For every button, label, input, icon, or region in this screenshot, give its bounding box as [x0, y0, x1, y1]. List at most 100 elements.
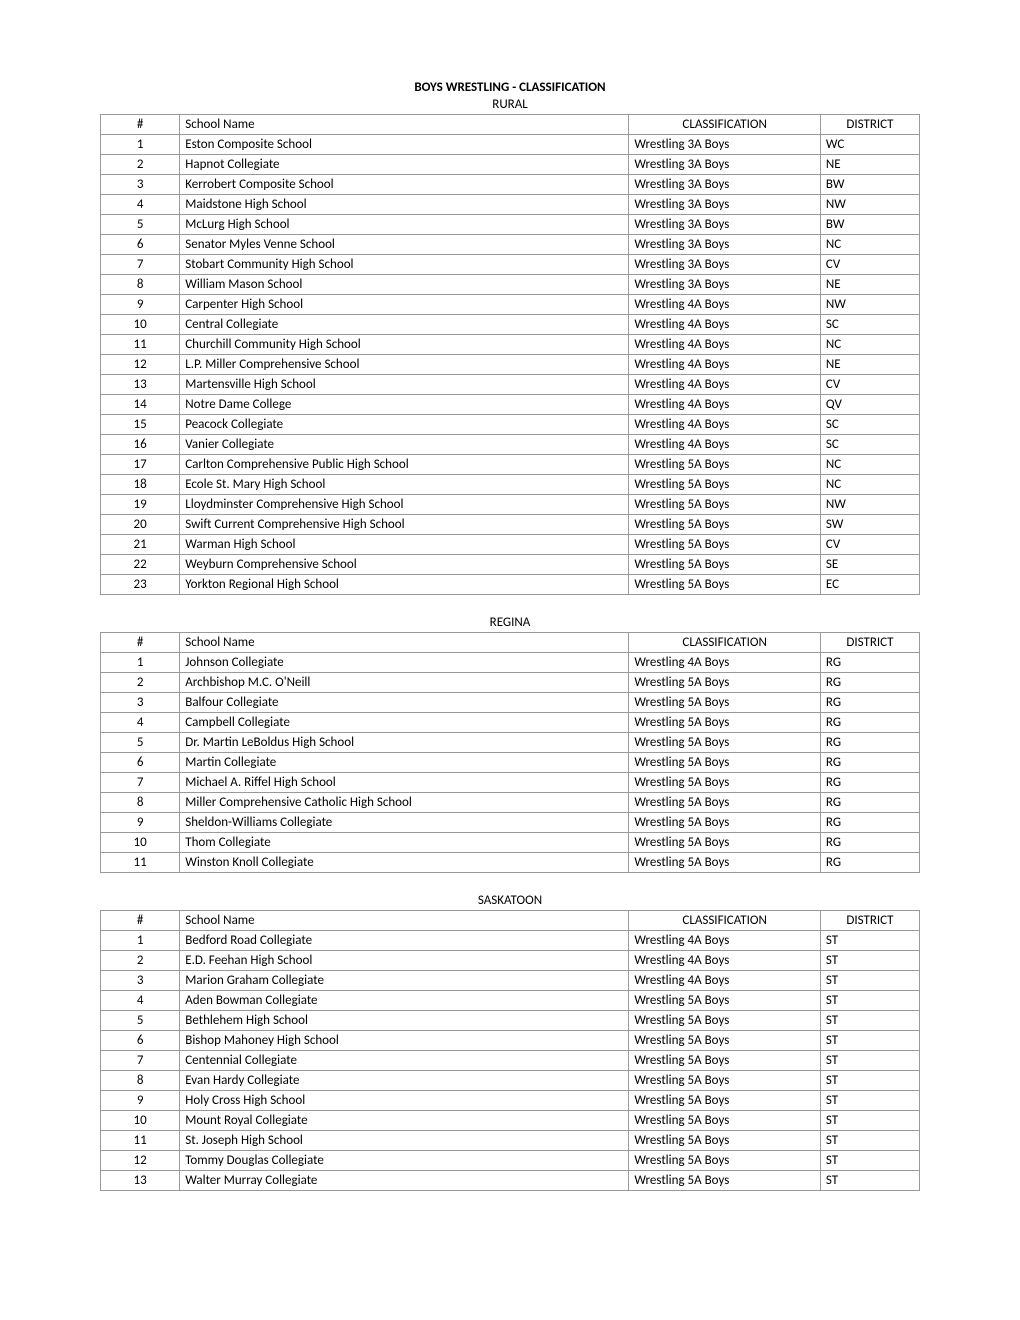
table-row: 10Mount Royal CollegiateWrestling 5A Boy… [101, 1111, 920, 1131]
cell-school: Vanier Collegiate [180, 435, 629, 455]
table-row: 16Vanier CollegiateWrestling 4A BoysSC [101, 435, 920, 455]
section-block: SASKATOON#School NameCLASSIFICATIONDISTR… [100, 893, 920, 1191]
cell-school: Johnson Collegiate [180, 653, 629, 673]
cell-district: ST [820, 1091, 919, 1111]
cell-classification: Wrestling 5A Boys [629, 673, 821, 693]
cell-classification: Wrestling 5A Boys [629, 833, 821, 853]
classification-table: #School NameCLASSIFICATIONDISTRICT1Eston… [100, 114, 920, 595]
cell-num: 1 [101, 653, 180, 673]
cell-num: 14 [101, 395, 180, 415]
table-row: 15Peacock CollegiateWrestling 4A BoysSC [101, 415, 920, 435]
cell-district: RG [820, 833, 919, 853]
table-row: 10Thom CollegiateWrestling 5A BoysRG [101, 833, 920, 853]
table-row: 8Evan Hardy CollegiateWrestling 5A BoysS… [101, 1071, 920, 1091]
cell-num: 7 [101, 255, 180, 275]
cell-district: CV [820, 535, 919, 555]
cell-classification: Wrestling 3A Boys [629, 215, 821, 235]
cell-district: NE [820, 355, 919, 375]
cell-num: 4 [101, 991, 180, 1011]
cell-classification: Wrestling 5A Boys [629, 455, 821, 475]
table-row: 19Lloydminster Comprehensive High School… [101, 495, 920, 515]
cell-classification: Wrestling 5A Boys [629, 1111, 821, 1131]
cell-district: CV [820, 375, 919, 395]
cell-num: 21 [101, 535, 180, 555]
cell-num: 11 [101, 1131, 180, 1151]
classification-table: #School NameCLASSIFICATIONDISTRICT1Johns… [100, 632, 920, 873]
cell-classification: Wrestling 5A Boys [629, 793, 821, 813]
cell-district: NW [820, 495, 919, 515]
header-school: School Name [180, 633, 629, 653]
cell-district: SE [820, 555, 919, 575]
section-title: RURAL [100, 97, 920, 112]
cell-num: 12 [101, 355, 180, 375]
cell-num: 8 [101, 275, 180, 295]
cell-classification: Wrestling 5A Boys [629, 693, 821, 713]
cell-school: Notre Dame College [180, 395, 629, 415]
cell-district: NC [820, 455, 919, 475]
header-num: # [101, 115, 180, 135]
cell-num: 9 [101, 813, 180, 833]
cell-district: QV [820, 395, 919, 415]
cell-num: 7 [101, 1051, 180, 1071]
section-block: RURAL #School NameCLASSIFICATIONDISTRICT1… [100, 97, 920, 595]
cell-district: CV [820, 255, 919, 275]
table-row: 7Centennial CollegiateWrestling 5A BoysS… [101, 1051, 920, 1071]
table-row: 4Aden Bowman CollegiateWrestling 5A Boys… [101, 991, 920, 1011]
cell-classification: Wrestling 4A Boys [629, 931, 821, 951]
cell-district: EC [820, 575, 919, 595]
table-row: 3Kerrobert Composite SchoolWrestling 3A … [101, 175, 920, 195]
cell-num: 4 [101, 195, 180, 215]
cell-classification: Wrestling 4A Boys [629, 295, 821, 315]
table-row: 11Churchill Community High SchoolWrestli… [101, 335, 920, 355]
table-header-row: #School NameCLASSIFICATIONDISTRICT [101, 911, 920, 931]
cell-district: NW [820, 195, 919, 215]
cell-district: SC [820, 315, 919, 335]
header-classification: CLASSIFICATION [629, 115, 821, 135]
cell-school: Carpenter High School [180, 295, 629, 315]
cell-school: Walter Murray Collegiate [180, 1171, 629, 1191]
cell-school: Martensville High School [180, 375, 629, 395]
cell-school: Stobart Community High School [180, 255, 629, 275]
classification-table: #School NameCLASSIFICATIONDISTRICT1Bedfo… [100, 910, 920, 1191]
cell-school: Marion Graham Collegiate [180, 971, 629, 991]
cell-classification: Wrestling 5A Boys [629, 991, 821, 1011]
cell-num: 22 [101, 555, 180, 575]
cell-num: 7 [101, 773, 180, 793]
table-row: 9Holy Cross High SchoolWrestling 5A Boys… [101, 1091, 920, 1111]
cell-num: 3 [101, 175, 180, 195]
cell-num: 6 [101, 235, 180, 255]
cell-num: 12 [101, 1151, 180, 1171]
cell-classification: Wrestling 5A Boys [629, 1051, 821, 1071]
table-row: 1Johnson CollegiateWrestling 4A BoysRG [101, 653, 920, 673]
cell-school: Peacock Collegiate [180, 415, 629, 435]
cell-district: RG [820, 853, 919, 873]
cell-district: ST [820, 931, 919, 951]
cell-num: 10 [101, 315, 180, 335]
cell-classification: Wrestling 5A Boys [629, 555, 821, 575]
cell-school: Sheldon-Williams Collegiate [180, 813, 629, 833]
cell-classification: Wrestling 4A Boys [629, 375, 821, 395]
cell-num: 5 [101, 215, 180, 235]
cell-classification: Wrestling 5A Boys [629, 853, 821, 873]
cell-num: 5 [101, 733, 180, 753]
table-row: 17Carlton Comprehensive Public High Scho… [101, 455, 920, 475]
table-row: 6Senator Myles Venne SchoolWrestling 3A … [101, 235, 920, 255]
cell-school: Dr. Martin LeBoldus High School [180, 733, 629, 753]
cell-classification: Wrestling 3A Boys [629, 275, 821, 295]
cell-school: Centennial Collegiate [180, 1051, 629, 1071]
page-title: BOYS WRESTLING - CLASSIFICATION [100, 80, 920, 95]
cell-num: 5 [101, 1011, 180, 1031]
cell-district: ST [820, 1051, 919, 1071]
table-row: 13Walter Murray CollegiateWrestling 5A B… [101, 1171, 920, 1191]
table-row: 1Bedford Road CollegiateWrestling 4A Boy… [101, 931, 920, 951]
table-row: 9Carpenter High SchoolWrestling 4A BoysN… [101, 295, 920, 315]
table-row: 11Winston Knoll CollegiateWrestling 5A B… [101, 853, 920, 873]
cell-district: RG [820, 753, 919, 773]
cell-num: 8 [101, 1071, 180, 1091]
cell-classification: Wrestling 3A Boys [629, 175, 821, 195]
table-row: 22Weyburn Comprehensive SchoolWrestling … [101, 555, 920, 575]
cell-num: 9 [101, 1091, 180, 1111]
cell-school: Hapnot Collegiate [180, 155, 629, 175]
cell-district: WC [820, 135, 919, 155]
cell-school: Martin Collegiate [180, 753, 629, 773]
